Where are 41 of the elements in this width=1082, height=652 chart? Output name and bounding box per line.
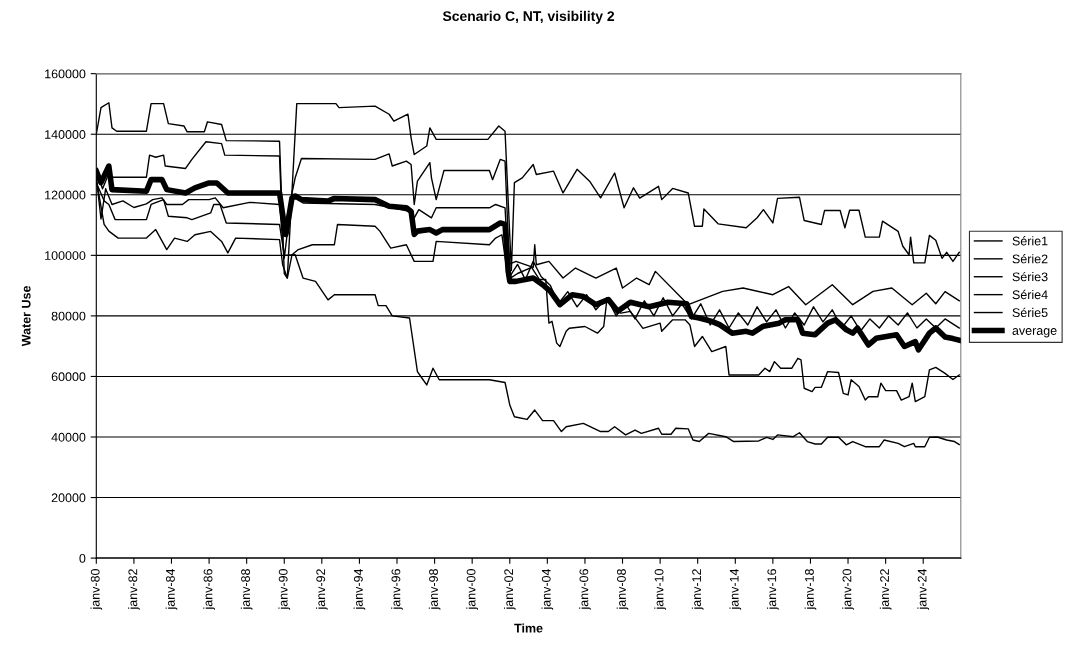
legend-label: Série2: [1012, 254, 1048, 264]
x-tick-label: janv-80: [90, 569, 103, 610]
y-tick-label: 160000: [45, 69, 86, 79]
x-tick-label: janv-24: [917, 568, 930, 610]
x-tick-label: janv-10: [654, 569, 666, 610]
x-tick-label: janv-08: [616, 569, 629, 610]
x-tick-label: janv-96: [391, 569, 403, 610]
y-tick-label: 40000: [51, 432, 86, 442]
x-tick-label: janv-06: [579, 569, 591, 610]
x-tick-label: janv-00: [466, 569, 478, 610]
x-tick-label: janv-16: [767, 569, 779, 610]
x-tick-label: janv-82: [128, 569, 140, 610]
y-tick-label: 20000: [51, 493, 86, 503]
x-tick-label: janv-18: [804, 569, 817, 610]
x-tick-label: janv-88: [240, 569, 253, 610]
x-tick-label: janv-90: [278, 569, 291, 610]
x-tick-label: janv-14: [729, 568, 742, 610]
legend-label: Série3: [1012, 271, 1048, 282]
legend-label: Série4: [1012, 289, 1048, 300]
legend-label: average: [1012, 328, 1057, 338]
x-tick-label: janv-04: [541, 568, 554, 610]
y-tick-label: 80000: [51, 311, 86, 321]
y-tick-label: 60000: [51, 372, 86, 382]
x-tick-label: janv-84: [165, 568, 178, 610]
legend-label: Série1: [1012, 236, 1048, 246]
legend-label: Série5: [1012, 307, 1048, 318]
x-tick-label: janv-02: [503, 569, 516, 610]
y-axis-title: Water Use: [21, 285, 31, 347]
x-tick-label: janv-20: [842, 569, 854, 610]
x-tick-label: janv-94: [353, 568, 366, 610]
x-tick-label: janv-22: [879, 569, 892, 610]
y-tick-label: 100000: [45, 251, 86, 260]
y-tick-label: 0: [79, 553, 86, 563]
x-axis-title: Time: [514, 623, 543, 633]
x-tick-label: janv-92: [315, 569, 328, 610]
y-tick-label: 140000: [45, 130, 86, 139]
chart-title: Scenario C, NT, visibility 2: [442, 10, 615, 24]
x-tick-label: janv-86: [203, 569, 215, 610]
y-tick-label: 120000: [45, 190, 86, 200]
x-tick-label: janv-98: [428, 569, 441, 610]
x-tick-label: janv-12: [691, 569, 704, 610]
